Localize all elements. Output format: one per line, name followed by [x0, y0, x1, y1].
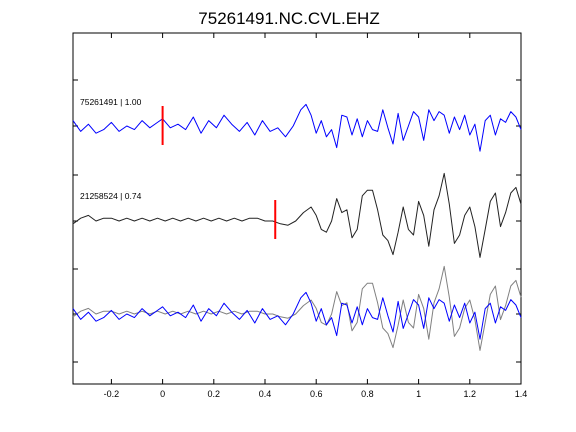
x-tick-label: 0 — [160, 389, 165, 399]
x-tick-label: 0.2 — [208, 389, 221, 399]
x-tick-label: 0.4 — [259, 389, 272, 399]
x-tick-label: 1.2 — [464, 389, 477, 399]
x-tick-label: -0.2 — [104, 389, 120, 399]
overlay-trace-2-line — [72, 265, 522, 351]
trace-2-label: 21258524 | 0.74 — [80, 191, 142, 201]
x-tick-label: 0.8 — [361, 389, 374, 399]
traces: 75261491 | 1.00 21258524 | 0.74 — [72, 97, 522, 351]
x-tick-label: 1 — [416, 389, 421, 399]
plot-area-frame — [72, 32, 522, 385]
overlay-trace-1-line — [72, 291, 522, 340]
chart-title: 75261491.NC.CVL.EHZ — [198, 9, 379, 28]
axis-ticks: -0.2 0 0.2 0.4 0.6 0.8 1 1.2 1.4 — [73, 33, 527, 399]
x-tick-label: 1.4 — [515, 389, 528, 399]
trace-2-line — [72, 172, 522, 258]
x-tick-label: 0.6 — [310, 389, 323, 399]
trace-1-line — [72, 103, 522, 152]
trace-1-label: 75261491 | 1.00 — [80, 97, 142, 107]
